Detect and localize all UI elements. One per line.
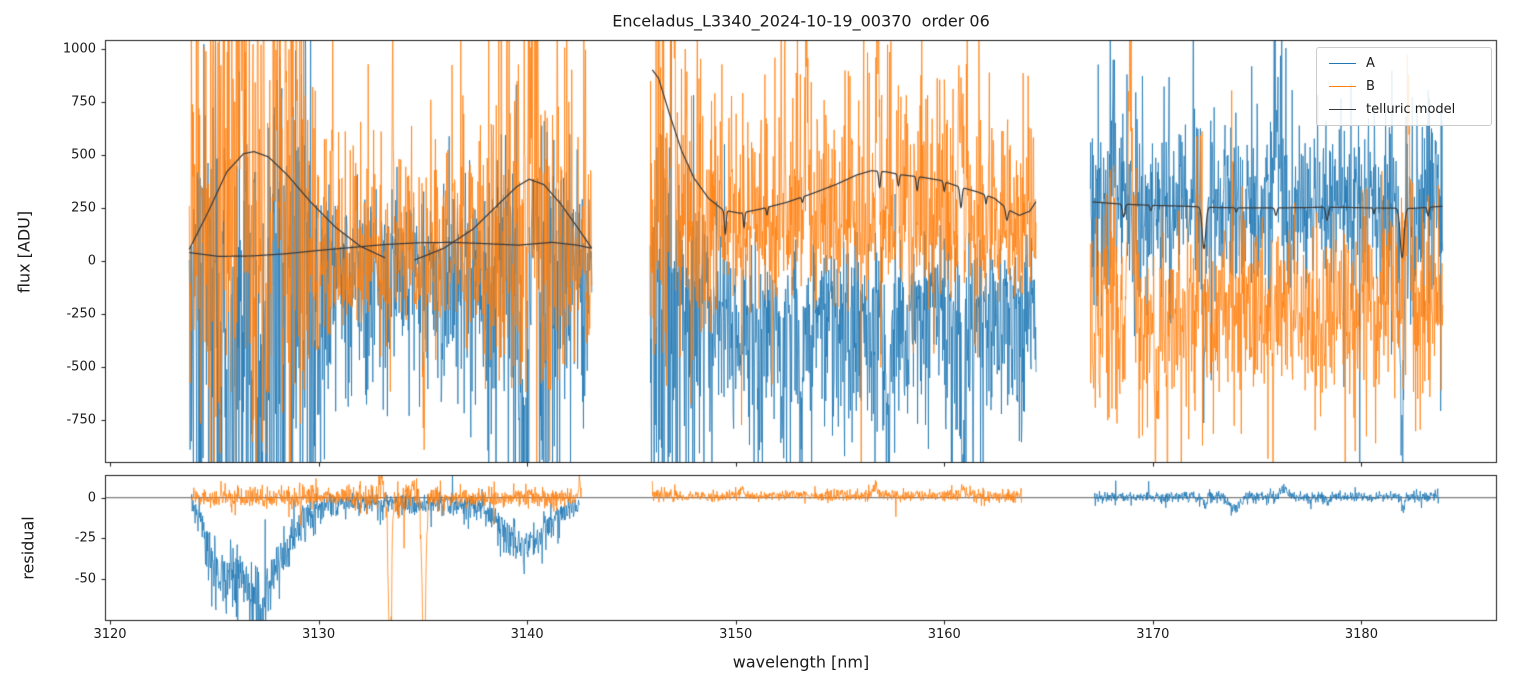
top-y-tick-label: 250 bbox=[71, 200, 96, 216]
x-tick-label: 3120 bbox=[93, 627, 127, 642]
legend-label: A bbox=[1366, 56, 1375, 71]
x-tick-label: 3160 bbox=[927, 627, 961, 642]
legend-entry-telluric-model: telluric model bbox=[1329, 102, 1479, 117]
chart-title: Enceladus_L3340_2024-10-19_00370 order 0… bbox=[612, 11, 990, 31]
top-y-tick-label: 0 bbox=[87, 253, 96, 269]
legend-label: telluric model bbox=[1366, 102, 1456, 117]
x-tick-label: 3170 bbox=[1136, 627, 1170, 642]
top-y-tick-label: -250 bbox=[66, 306, 96, 322]
top-y-axis-label: flux [ADU] bbox=[14, 210, 34, 294]
bottom-y-tick-label: -25 bbox=[74, 530, 96, 546]
x-tick-label: 3130 bbox=[302, 627, 336, 642]
legend-line-sample bbox=[1329, 109, 1356, 110]
legend-entry-b: B bbox=[1329, 79, 1479, 94]
top-y-tick-label: 500 bbox=[71, 147, 96, 163]
x-tick-label: 3150 bbox=[719, 627, 753, 642]
bottom-y-tick-label: -50 bbox=[74, 571, 96, 587]
x-tick-label: 3180 bbox=[1344, 627, 1378, 642]
legend-entry-a: A bbox=[1329, 56, 1479, 71]
top-y-tick-label: -500 bbox=[66, 359, 96, 375]
top-y-tick-label: 1000 bbox=[62, 41, 96, 56]
top-y-tick-label: -750 bbox=[66, 412, 96, 428]
legend-line-sample bbox=[1329, 86, 1356, 87]
legend-line-sample bbox=[1329, 63, 1356, 64]
bottom-y-axis-label: residual bbox=[18, 516, 38, 580]
legend-label: B bbox=[1366, 79, 1375, 94]
x-tick-label: 3140 bbox=[510, 627, 544, 642]
x-axis-label: wavelength [nm] bbox=[732, 652, 870, 672]
top-y-tick-label: 750 bbox=[71, 94, 96, 110]
bottom-y-tick-label: 0 bbox=[87, 490, 96, 506]
